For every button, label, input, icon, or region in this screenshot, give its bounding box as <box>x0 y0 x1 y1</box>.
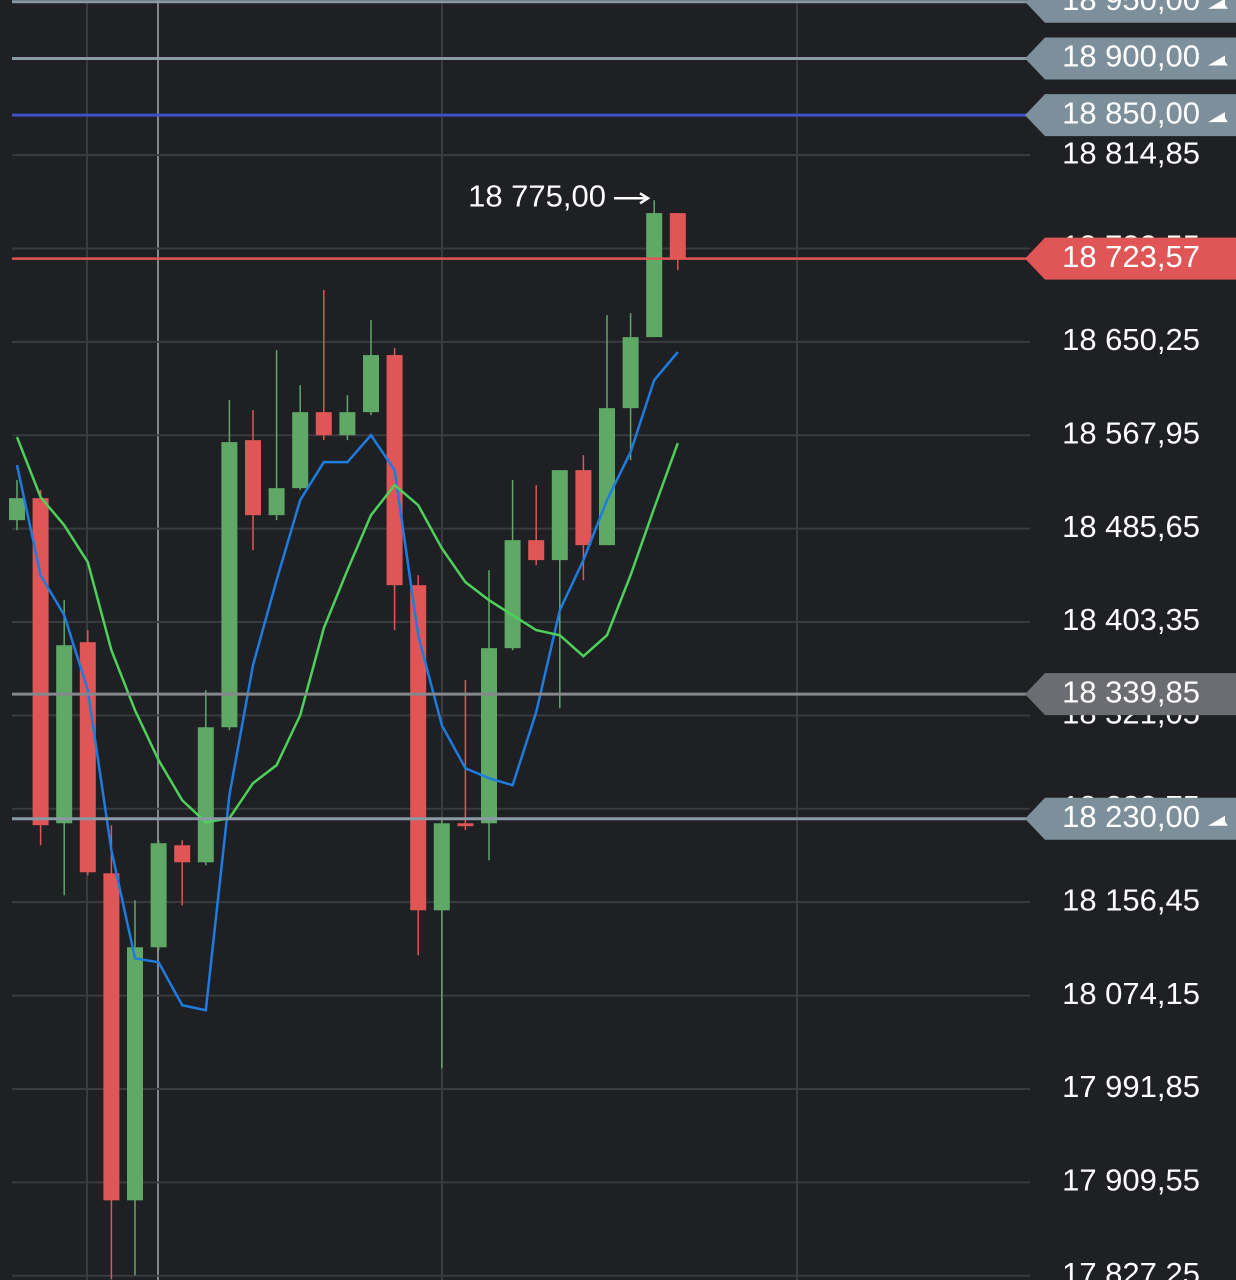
candle-body <box>646 213 663 338</box>
price-badge <box>1025 0 1236 23</box>
candle-body <box>410 585 427 911</box>
candle-body <box>9 498 25 521</box>
candle-body <box>669 213 686 259</box>
candle-body <box>528 540 545 561</box>
price-badge <box>1025 797 1236 840</box>
y-tick-label: 18 485,65 <box>1062 509 1200 544</box>
price-badge <box>1025 94 1236 137</box>
candle-body <box>315 412 332 436</box>
alert-bell <box>1208 815 1228 826</box>
y-tick-label: 18 567,95 <box>1062 415 1200 450</box>
y-tick-label: 18 403,35 <box>1062 602 1200 637</box>
candle-body <box>56 645 73 824</box>
price-label: 18 850,00 <box>1062 95 1200 130</box>
candle-body <box>551 470 568 561</box>
alert-bell <box>1208 112 1228 123</box>
alert-bell <box>1208 55 1228 66</box>
price-label: 18 339,85 <box>1062 674 1200 709</box>
candle-body <box>433 823 450 911</box>
y-tick-label: 17 827,25 <box>1062 1256 1200 1280</box>
candle-body <box>504 540 521 649</box>
candle-body <box>174 845 191 863</box>
candle-body <box>575 470 592 546</box>
candle-body <box>221 442 238 728</box>
candle-body <box>268 488 285 516</box>
candle-body <box>127 947 143 1201</box>
price-label: 18 723,57 <box>1062 239 1200 274</box>
moving-average <box>15 436 679 824</box>
y-tick-label: 18 650,25 <box>1062 322 1200 357</box>
candle-body <box>599 408 615 546</box>
candle-body <box>363 355 379 413</box>
y-tick-label: 18 074,15 <box>1062 976 1200 1011</box>
candle-body <box>197 727 214 863</box>
candle-body <box>457 823 474 827</box>
price-label: 18 230,00 <box>1062 799 1200 834</box>
price-badge <box>1025 673 1236 716</box>
moving-average <box>15 351 679 1012</box>
max-marker-arrowhead <box>639 192 651 205</box>
price-label: 18 950,00 <box>1062 0 1200 17</box>
y-tick-label: 17 909,55 <box>1062 1163 1200 1198</box>
candle-body <box>150 843 167 948</box>
price-badge <box>1025 237 1236 280</box>
candle-body <box>79 642 96 873</box>
y-tick-label: 18 814,85 <box>1062 135 1200 170</box>
price-label: 18 900,00 <box>1062 39 1200 74</box>
price-badge <box>1025 37 1236 80</box>
y-tick-label: 17 991,85 <box>1062 1069 1200 1104</box>
candle-body <box>103 873 120 1201</box>
candle-body <box>481 648 497 824</box>
max-marker-label: 18 775,00 <box>468 178 606 213</box>
candle-body <box>622 337 639 409</box>
y-tick-label: 18 156,45 <box>1062 882 1200 917</box>
candle-body <box>339 412 356 436</box>
candle-body <box>245 440 261 516</box>
alert-bell <box>1208 0 1228 9</box>
candle-body <box>292 412 309 489</box>
